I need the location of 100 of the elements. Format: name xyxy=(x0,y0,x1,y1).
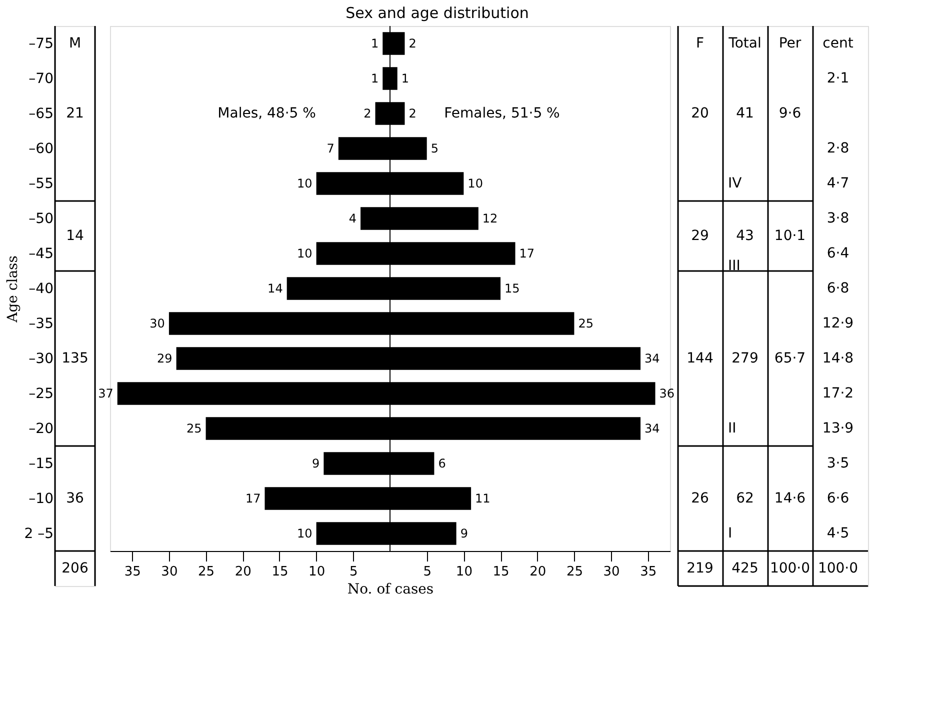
text: 206 xyxy=(62,560,88,576)
text: 6·8 xyxy=(826,280,850,296)
data-label: 10 xyxy=(468,176,483,190)
text: Per xyxy=(778,36,802,52)
data-label: 15 xyxy=(504,282,520,296)
x-tick-label: 35 xyxy=(124,564,141,580)
text: 219 xyxy=(686,560,714,576)
data-label: 29 xyxy=(157,352,172,366)
y-tick-label: 2 –5 xyxy=(24,526,54,542)
text: Total xyxy=(728,36,762,52)
x-tick-label: 30 xyxy=(161,564,178,580)
x-tick-label: 25 xyxy=(198,564,215,580)
text: 279 xyxy=(732,350,758,366)
data-label: 17 xyxy=(245,492,261,506)
text: 65·7 xyxy=(774,350,806,366)
text: 14·6 xyxy=(774,490,806,506)
x-tick-label: 20 xyxy=(234,564,252,580)
data-label: 10 xyxy=(297,246,312,260)
text: 6·4 xyxy=(826,246,850,262)
data-label: 2 xyxy=(408,106,416,120)
data-label: 30 xyxy=(150,316,165,330)
y-tick-label: –55 xyxy=(28,176,54,192)
text: 2·8 xyxy=(826,140,850,156)
data-label: 17 xyxy=(519,246,535,260)
text: 2·1 xyxy=(826,70,850,86)
data-label: 12 xyxy=(482,212,498,226)
text: 26 xyxy=(691,490,709,506)
data-label: 5 xyxy=(430,142,438,156)
data-label: 14 xyxy=(268,282,283,296)
data-label: 10 xyxy=(297,176,312,190)
text: 12·9 xyxy=(822,316,854,332)
text: 36 xyxy=(66,490,84,506)
text: 9·6 xyxy=(778,106,802,122)
text: 144 xyxy=(686,350,714,366)
text: 21 xyxy=(66,106,84,122)
text: 17·2 xyxy=(822,386,854,402)
annotation: Males, 48·5 % xyxy=(218,106,316,122)
data-label: 2 xyxy=(408,36,416,50)
x-tick-label: 15 xyxy=(272,564,288,580)
data-label: 34 xyxy=(644,352,660,366)
data-label: 6 xyxy=(438,456,446,470)
data-label: 34 xyxy=(644,422,660,436)
text: 14 xyxy=(66,228,84,244)
data-label: 9 xyxy=(312,456,320,470)
text: 13·9 xyxy=(822,420,854,436)
y-tick-label: –50 xyxy=(28,211,54,227)
data-label: 4 xyxy=(348,212,357,226)
text: 14·8 xyxy=(822,350,854,366)
text: 29 xyxy=(691,228,709,244)
y-tick-label: –60 xyxy=(28,141,54,157)
text: 3·8 xyxy=(826,210,850,226)
x-tick-label: 30 xyxy=(603,564,620,580)
data-label: 9 xyxy=(460,526,468,540)
text: 10·1 xyxy=(774,228,806,244)
data-label: 7 xyxy=(326,142,334,156)
text: 3·5 xyxy=(826,456,850,472)
text: IV xyxy=(728,176,742,192)
text: 20 xyxy=(691,106,709,122)
y-tick-label: –65 xyxy=(28,106,54,122)
x-axis-title: No. of cases xyxy=(347,582,434,598)
y-tick-label: –20 xyxy=(28,421,54,437)
text: 62 xyxy=(736,490,754,506)
y-tick-label: –35 xyxy=(28,316,54,332)
y-tick-label: –30 xyxy=(28,351,54,367)
y-tick-label: –70 xyxy=(28,71,54,87)
data-label: 11 xyxy=(475,492,490,506)
chart-title: Sex and age distribution xyxy=(346,4,529,22)
text: 135 xyxy=(62,350,88,366)
data-label: 25 xyxy=(186,422,202,436)
text: 4·7 xyxy=(826,176,850,192)
text: 100·0 xyxy=(818,560,858,576)
y-tick-label: –75 xyxy=(28,36,54,52)
text: 100·0 xyxy=(770,560,810,576)
data-label: 10 xyxy=(297,526,312,540)
y-tick-label: –15 xyxy=(28,456,54,472)
x-tick-label: 5 xyxy=(423,564,432,580)
x-tick-label: 10 xyxy=(456,564,472,580)
data-label: 25 xyxy=(578,316,594,330)
text: 43 xyxy=(736,228,754,244)
x-tick-label: 25 xyxy=(566,564,583,580)
x-tick-label: 35 xyxy=(640,564,657,580)
text: M xyxy=(68,36,82,52)
text: 6·6 xyxy=(826,490,850,506)
text: 41 xyxy=(736,106,754,122)
y-axis-title: Age class xyxy=(5,256,22,324)
text: II xyxy=(728,420,736,436)
data-label: 36 xyxy=(659,386,675,400)
y-tick-label: –25 xyxy=(28,386,54,402)
text: III xyxy=(728,258,740,274)
y-tick-label: –45 xyxy=(28,246,54,262)
data-label: 2 xyxy=(364,106,372,120)
annotation: Females, 51·5 % xyxy=(444,106,560,122)
data-label: 1 xyxy=(401,72,410,86)
text: 425 xyxy=(732,560,758,576)
data-label: 1 xyxy=(370,72,379,86)
x-tick-label: 20 xyxy=(530,564,546,580)
y-tick-label: –10 xyxy=(28,491,54,507)
data-label: 1 xyxy=(370,36,379,50)
text: F xyxy=(696,36,704,52)
data-label: 37 xyxy=(98,386,114,400)
